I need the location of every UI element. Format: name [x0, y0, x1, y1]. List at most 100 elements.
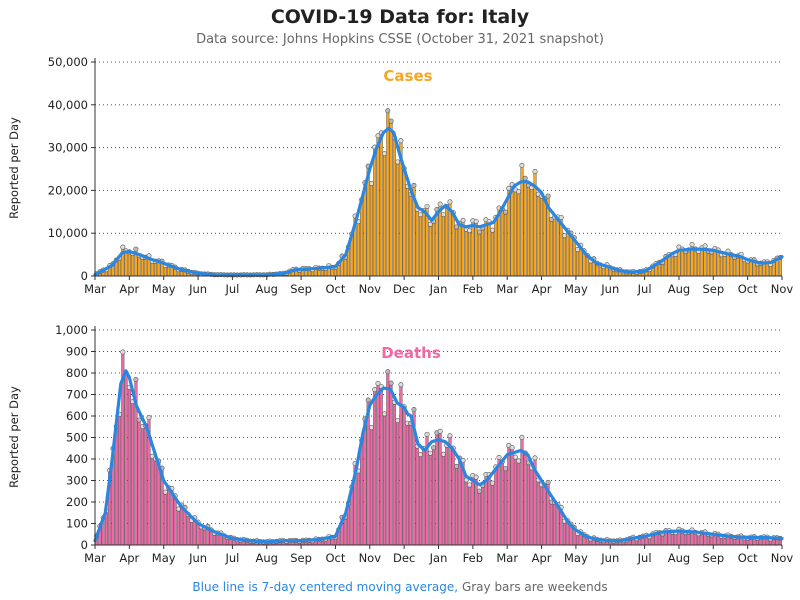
deaths-bar: [189, 520, 194, 546]
deaths-bar: [487, 474, 491, 546]
cases-bar-point: [460, 217, 466, 223]
cases-bar: [723, 254, 727, 277]
deaths-bar-point: [136, 417, 142, 423]
cases-x-tick-label: May: [564, 282, 588, 296]
deaths-bar-point: [385, 369, 391, 375]
deaths-bar-point: [437, 428, 443, 434]
cases-bar-point: [418, 212, 424, 218]
chart-footer: Blue line is 7-day centered moving avera…: [0, 580, 800, 594]
deaths-bar: [441, 454, 445, 546]
cases-bar-point: [388, 118, 394, 124]
deaths-bar: [118, 414, 122, 546]
cases-bar: [517, 191, 521, 277]
deaths-bar-point: [473, 474, 479, 480]
deaths-y-tick-label: 300: [66, 474, 88, 488]
deaths-bar: [140, 426, 144, 546]
deaths-y-tick-label: 900: [66, 345, 88, 359]
deaths-bar-point: [382, 411, 388, 417]
cases-bar-point: [120, 244, 126, 250]
cases-bar-point: [411, 182, 417, 188]
cases-bar: [530, 187, 534, 277]
cases-bar: [409, 194, 413, 277]
deaths-bar-point: [512, 454, 518, 460]
cases-bar-point: [545, 193, 551, 199]
deaths-bar: [418, 454, 423, 546]
deaths-bar: [124, 372, 128, 546]
deaths-bar: [445, 445, 449, 546]
deaths-x-tick-label: Mar: [84, 551, 106, 565]
deaths-bar: [549, 501, 553, 546]
cases-y-tick-label: 50,000: [48, 55, 88, 69]
deaths-bar: [186, 514, 190, 546]
cases-x-tick-label: Jun: [188, 282, 207, 296]
deaths-panel: 0 100 200 300 400 500 600 700 800 900 1,000 Mar Apr M…: [7, 323, 793, 565]
deaths-bar: [203, 527, 207, 546]
deaths-bar: [150, 456, 154, 546]
deaths-bar: [144, 425, 148, 546]
page-subtitle: Data source: Johns Hopkins CSSE (October…: [196, 32, 604, 47]
cases-axes: 0 10,000 20,000 30,000 40,000 50,000 Mar Apr May…: [48, 55, 794, 296]
deaths-bar: [484, 474, 488, 546]
cases-x-tick-label: Nov: [771, 282, 794, 296]
cases-bar: [445, 206, 449, 277]
deaths-bar-point: [431, 445, 437, 451]
deaths-bar: [500, 461, 504, 546]
cases-bar: [140, 256, 144, 277]
deaths-bar-point: [519, 434, 525, 440]
cases-bar-point: [440, 212, 446, 218]
deaths-bar: [477, 490, 481, 546]
deaths-bar: [163, 491, 167, 546]
deaths-bar-point: [489, 480, 495, 486]
cases-bar: [500, 208, 504, 277]
cases-bar: [131, 253, 135, 277]
cases-bar: [569, 232, 573, 277]
deaths-panel-title: Deaths: [381, 344, 441, 362]
deaths-bar: [399, 384, 403, 546]
deaths-bar: [474, 476, 478, 546]
deaths-bar: [422, 448, 426, 546]
cases-bar: [137, 255, 141, 277]
deaths-bar-point: [427, 450, 433, 456]
deaths-bars: [94, 349, 783, 546]
cases-bar: [523, 178, 527, 277]
deaths-x-tick-label: Jul: [224, 551, 239, 565]
deaths-moving-average-line: [93, 369, 784, 544]
cases-bar: [474, 221, 478, 277]
cases-bar-point: [368, 181, 374, 187]
deaths-bar: [523, 452, 527, 546]
deaths-x-tick-label: Apr: [532, 551, 552, 565]
cases-bar: [733, 257, 737, 277]
cases-bar: [481, 227, 485, 277]
deaths-x-tick-label: Sep: [290, 551, 312, 565]
cases-bar: [507, 188, 511, 277]
cases-bar: [549, 219, 553, 277]
deaths-bar: [468, 484, 472, 546]
deaths-bar: [383, 413, 387, 546]
cases-bar: [118, 257, 122, 277]
deaths-x-tick-label: Nov: [359, 551, 382, 565]
cases-bar: [458, 223, 462, 277]
cases-bar: [484, 219, 488, 277]
deaths-bar: [448, 435, 452, 546]
cases-bar-point: [519, 162, 525, 168]
weekend-note: Gray bars are weekends: [461, 580, 608, 594]
deaths-moving-average: [93, 369, 784, 544]
deaths-bar: [396, 420, 400, 546]
deaths-bar-point: [395, 418, 401, 424]
cases-x-tick-label: Sep: [290, 282, 312, 296]
deaths-bar: [536, 479, 540, 546]
deaths-bar: [438, 431, 442, 546]
cases-bar: [477, 231, 481, 277]
deaths-x-tick-label: Dec: [393, 551, 415, 565]
deaths-bar-point: [146, 415, 152, 421]
cases-bar-point: [398, 138, 404, 144]
deaths-bar: [386, 371, 390, 546]
deaths-x-tick-label: Aug: [256, 551, 278, 565]
deaths-bar: [402, 406, 406, 546]
cases-bar: [719, 254, 723, 277]
deaths-bar: [464, 479, 468, 546]
cases-x-tick-label: Jun: [600, 282, 619, 296]
deaths-bar: [154, 458, 158, 546]
deaths-bar: [504, 468, 508, 546]
